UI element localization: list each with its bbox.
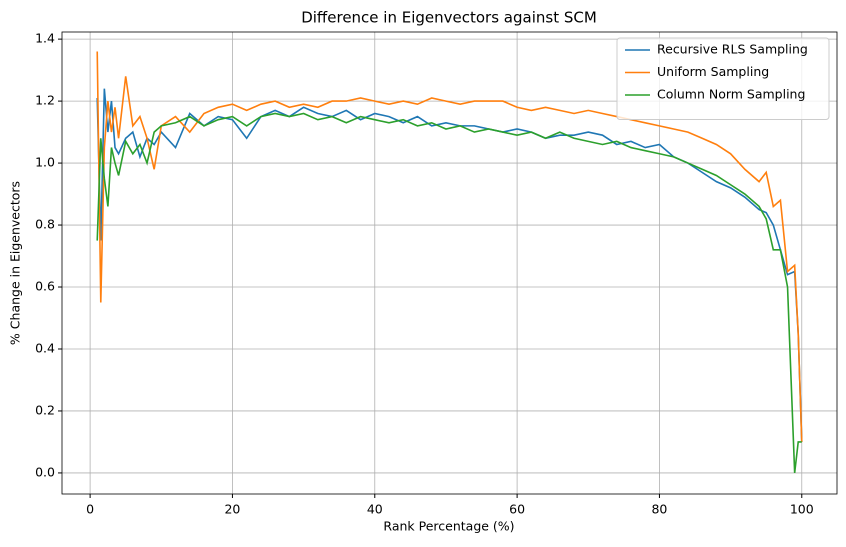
x-tick-label: 60 [509,502,525,517]
plot-frame [61,31,838,495]
y-tick-label: 0.8 [35,217,55,232]
y-tick-label: 0.2 [35,402,55,417]
y-axis-label: % Change in Eigenvectors [8,181,23,345]
legend: Recursive RLS Sampling Uniform Sampling Co… [616,37,830,120]
x-tick-label: 0 [86,502,94,517]
y-tick-label: 0.6 [35,279,55,294]
data-line [96,51,803,442]
data-line [96,88,803,442]
x-tick-label: 40 [367,502,383,517]
legend-label: Column Norm Sampling [657,87,805,102]
legend-label: Recursive RLS Sampling [657,42,808,57]
y-tick-label: 0.4 [35,340,55,355]
legend-box [616,37,830,120]
x-tick-label: 100 [790,502,814,517]
x-axis-label: Rank Percentage (%) [383,519,514,534]
y-tick-label: 1.4 [35,31,55,46]
x-tick-label: 20 [224,502,240,517]
x-tick-label: 80 [651,502,667,517]
y-tick-label: 0.0 [35,464,55,479]
chart-title: Difference in Eigenvectors against SCM [301,9,597,27]
data-line [96,112,802,474]
legend-label: Uniform Sampling [657,64,769,79]
y-tick-label: 1.0 [35,155,55,170]
y-tick-label: 1.2 [35,93,55,108]
